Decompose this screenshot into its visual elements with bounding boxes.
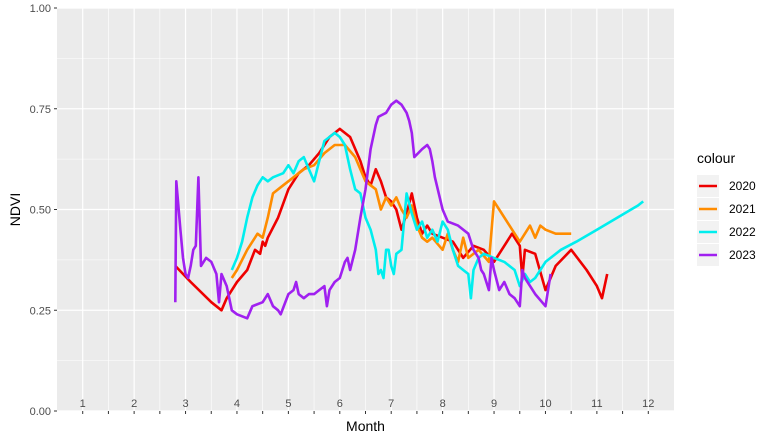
y-axis: 0.00 0.25 0.50 0.75 1.00 [30, 3, 57, 418]
series-line-2023 [174, 99, 552, 320]
x-axis-title: Month [346, 418, 385, 434]
x-tick-label: 6 [337, 398, 343, 410]
x-tick-label: 5 [285, 398, 291, 410]
legend-label-2022: 2022 [729, 225, 756, 239]
y-tick-label: 0.50 [30, 205, 51, 217]
x-tick-label: 7 [388, 398, 394, 410]
x-tick-label: 12 [642, 398, 654, 410]
x-tick-label: 1 [80, 398, 86, 410]
y-tick-label: 0.75 [30, 104, 51, 116]
x-tick-label: 11 [591, 398, 602, 410]
y-tick-label: 0.00 [30, 406, 51, 418]
series-line-2021 [230, 143, 572, 279]
legend: colour 2020 2021 2022 2023 [697, 150, 756, 266]
legend-label-2023: 2023 [729, 248, 756, 262]
legend-label-2021: 2021 [729, 202, 756, 216]
x-axis: 1 2 3 4 5 6 7 8 9 10 11 12 [80, 398, 654, 414]
legend-title: colour [697, 150, 735, 166]
legend-label-2020: 2020 [729, 179, 756, 193]
y-axis-title: NDVI [7, 193, 23, 226]
series-line-2022 [230, 131, 645, 300]
y-tick-label: 0.25 [30, 305, 51, 317]
x-tick-label: 8 [440, 398, 446, 410]
x-tick-label: 3 [182, 398, 188, 410]
x-tick-label: 4 [234, 398, 240, 410]
series-layer [174, 99, 645, 320]
x-tick-label: 9 [491, 398, 497, 410]
y-tick-label: 1.00 [30, 3, 51, 15]
x-tick-label: 10 [539, 398, 551, 410]
x-tick-label: 2 [131, 398, 137, 410]
